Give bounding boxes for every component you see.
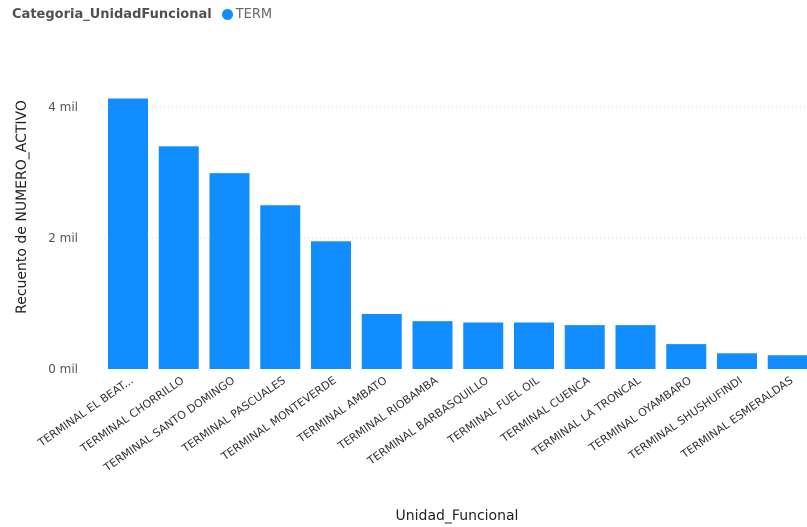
x-tick-label: TERMINAL CUENCA <box>498 374 593 446</box>
bar[interactable] <box>767 355 807 369</box>
x-tick-label: TERMINAL AMBATO <box>294 374 389 446</box>
bar[interactable] <box>311 241 351 369</box>
legend-title: Categoria_UnidadFuncional <box>12 7 212 22</box>
bar[interactable] <box>463 322 504 369</box>
bar[interactable] <box>615 325 656 369</box>
bar[interactable] <box>717 353 757 369</box>
bar[interactable] <box>209 173 250 369</box>
bar[interactable] <box>260 205 301 369</box>
x-axis-labels: TERMINAL EL BEAT...TERMINAL CHORRILLOTER… <box>35 373 796 474</box>
legend-marker-icon[interactable] <box>221 9 233 20</box>
bar[interactable] <box>564 325 605 369</box>
bar[interactable] <box>158 146 199 369</box>
x-axis-title: Unidad_Funcional <box>396 508 519 524</box>
bar[interactable] <box>361 313 402 369</box>
bars <box>108 98 807 370</box>
y-tick-label: 4 mil <box>48 100 78 114</box>
bar[interactable] <box>412 321 453 369</box>
bar[interactable] <box>108 98 148 370</box>
gridlines <box>100 106 805 239</box>
y-axis-title: Recuento de NUMERO_ACTIVO <box>14 100 30 314</box>
x-tick-label: TERMINAL FUEL OIL <box>445 373 543 447</box>
y-tick-label: 2 mil <box>48 231 78 245</box>
y-axis-ticks: 0 mil 2 mil 4 mil <box>48 100 78 376</box>
y-tick-label: 0 mil <box>48 362 78 376</box>
legend: Categoria_UnidadFuncional TERM <box>12 7 272 22</box>
bar[interactable] <box>514 322 554 369</box>
bar[interactable] <box>666 344 707 369</box>
legend-item-label[interactable]: TERM <box>235 7 273 22</box>
